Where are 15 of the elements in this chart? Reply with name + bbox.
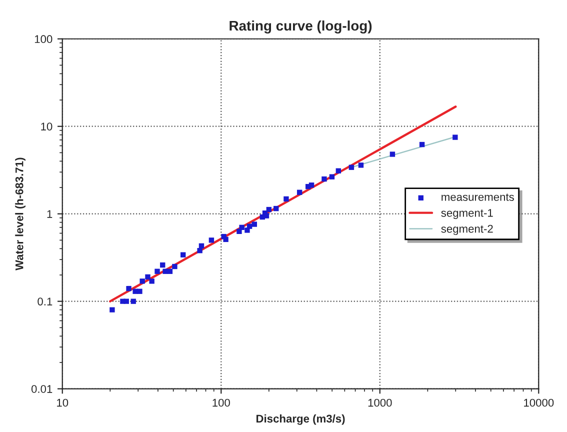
legend-label: segment-2	[441, 224, 493, 235]
legend-label: segment-1	[441, 209, 493, 220]
legend-label: measurements	[442, 194, 514, 201]
chart-title: Rating curve (log-log)	[230, 20, 372, 34]
y-tick-label: 0.1	[38, 298, 52, 306]
x-tick-label: 1000	[368, 398, 392, 407]
x-tick-label: 10	[57, 398, 68, 407]
x-axis-title: Discharge (m3/s)	[256, 414, 345, 425]
x-tick-label: 100	[212, 398, 230, 407]
y-tick-label: 100	[34, 35, 52, 44]
y-tick-label: 1	[47, 210, 52, 218]
x-tick-label: 10000	[524, 398, 554, 407]
y-tick-label: 10	[41, 122, 52, 130]
y-axis-title: Water level (h-683.71)	[15, 158, 26, 270]
y-tick-label: 0.01	[31, 385, 52, 393]
